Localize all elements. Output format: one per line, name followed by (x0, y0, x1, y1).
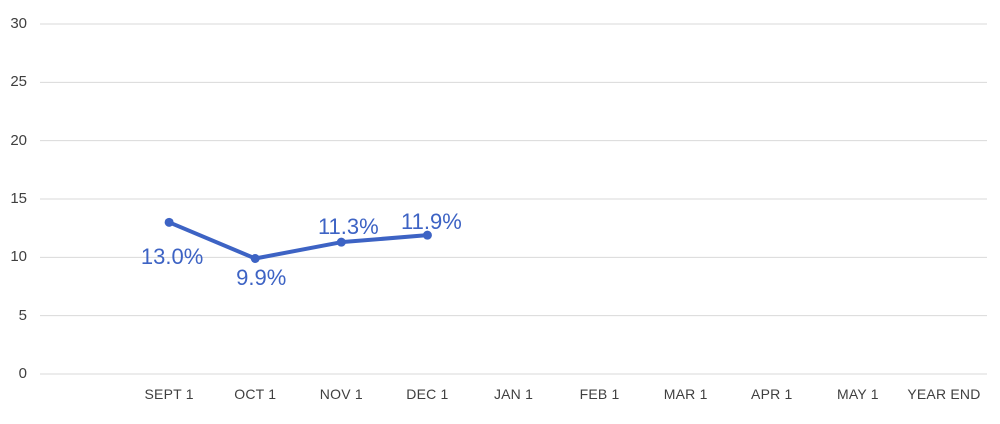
gridlines-group (40, 23, 987, 375)
series-line (167, 220, 430, 261)
y-axis-tick-label: 10 (10, 248, 27, 266)
y-axis-tick-label: 25 (10, 73, 27, 91)
data-point-marker (336, 237, 346, 247)
x-axis-tick-label: FEB 1 (579, 386, 620, 402)
y-axis-tick-label: 0 (18, 365, 27, 382)
y-axis-tick-label: 30 (10, 15, 27, 32)
x-axis-tick-label: DEC 1 (406, 386, 449, 402)
y-axis-tick-label: 20 (10, 131, 27, 149)
data-point-label: 11.3% (317, 214, 379, 240)
x-axis-tick-label: NOV 1 (319, 386, 363, 402)
y-axis-tick-label: 5 (18, 306, 27, 324)
data-point-label: 11.9% (401, 209, 462, 235)
data-point-label: 13.0% (140, 244, 204, 270)
data-point-marker (164, 217, 174, 227)
x-axis-tick-label: APR 1 (751, 386, 793, 402)
data-point-marker (422, 230, 432, 240)
x-axis-tick-label: YEAR END (907, 386, 981, 402)
x-axis-tick-label: MAY 1 (836, 386, 879, 402)
y-axis-tick-label: 15 (10, 190, 27, 207)
x-axis-tick-label: OCT 1 (234, 386, 277, 402)
x-axis-tick-label: SEPT 1 (144, 386, 194, 402)
series-group (164, 217, 432, 263)
data-point-label: 9.9% (236, 264, 287, 290)
x-axis-tick-label: MAR 1 (663, 386, 708, 402)
x-axis-tick-label: JAN 1 (493, 386, 534, 402)
data-point-marker (250, 254, 260, 263)
